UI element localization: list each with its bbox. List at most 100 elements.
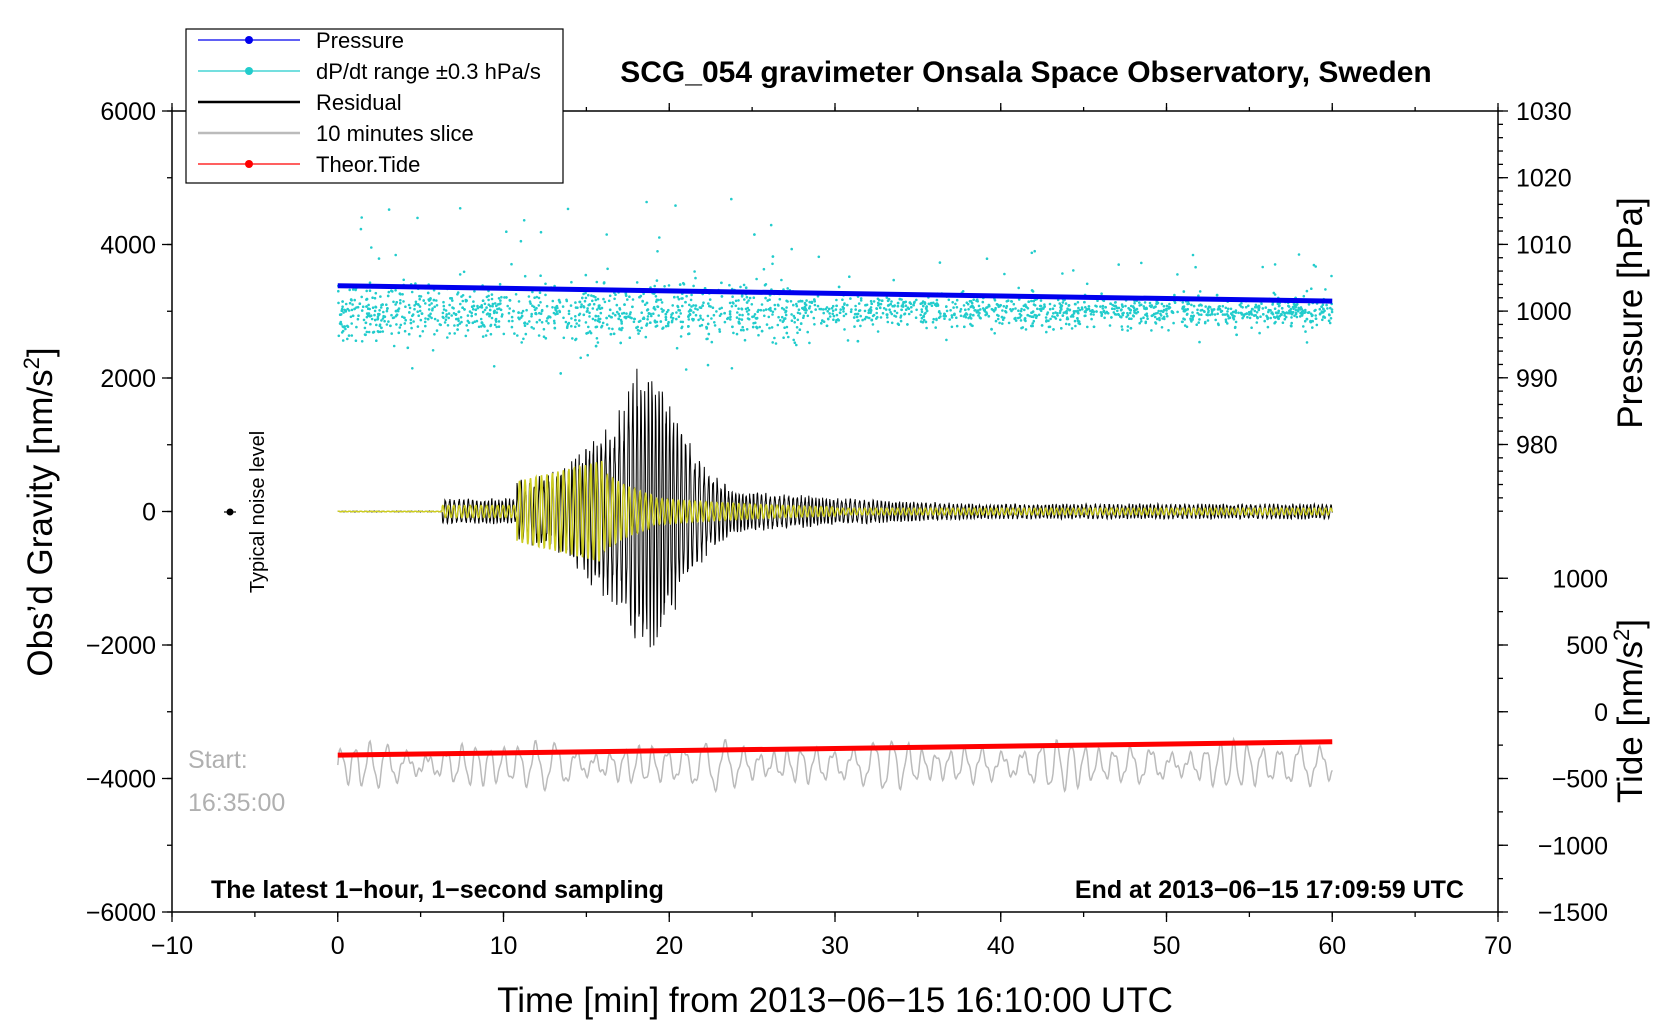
- dpdt-point: [375, 323, 378, 327]
- dpdt-point: [1248, 312, 1252, 315]
- dpdt-point: [369, 322, 372, 326]
- tide-tick-label: −1500: [1538, 899, 1608, 927]
- dpdt-point: [694, 307, 697, 310]
- dpdt-point: [1083, 310, 1087, 313]
- dpdt-point: [599, 311, 603, 315]
- dpdt-point: [584, 321, 588, 324]
- dpdt-point: [720, 295, 724, 298]
- dpdt-point: [521, 309, 525, 313]
- dpdt-point: [939, 312, 942, 315]
- dpdt-point: [551, 306, 554, 309]
- dpdt-point: [882, 307, 886, 310]
- dpdt-point: [803, 302, 807, 306]
- dpdt-point: [494, 317, 498, 321]
- dpdt-point: [597, 315, 600, 318]
- legend-box: [185, 28, 564, 184]
- dpdt-point: [896, 301, 900, 305]
- dpdt-point: [955, 298, 959, 302]
- dpdt-point: [359, 227, 363, 231]
- dpdt-point: [969, 322, 972, 326]
- dpdt-point: [1247, 304, 1250, 308]
- pressure-tick-label: 1000: [1516, 298, 1572, 326]
- dpdt-point: [730, 367, 734, 370]
- dpdt-point: [729, 318, 732, 321]
- dpdt-point: [1045, 330, 1048, 334]
- dpdt-point: [481, 335, 485, 338]
- dpdt-point: [1152, 312, 1156, 316]
- dpdt-point: [407, 303, 411, 307]
- dpdt-point: [1217, 323, 1220, 327]
- dpdt-point: [904, 304, 908, 308]
- dpdt-point: [1290, 324, 1293, 328]
- dpdt-point: [1290, 321, 1293, 325]
- dpdt-point: [1060, 327, 1063, 330]
- dpdt-point: [624, 294, 628, 297]
- dpdt-point: [774, 342, 778, 345]
- dpdt-point: [594, 298, 598, 302]
- dpdt-point: [1013, 317, 1016, 321]
- dpdt-point: [1302, 325, 1305, 328]
- dpdt-point: [346, 337, 349, 341]
- dpdt-point: [1119, 315, 1122, 318]
- dpdt-point: [739, 285, 742, 289]
- dpdt-point: [922, 314, 925, 318]
- dpdt-point: [574, 337, 578, 341]
- dpdt-point: [687, 310, 691, 313]
- dpdt-point: [1277, 311, 1280, 315]
- dpdt-point: [341, 339, 345, 342]
- dpdt-point: [950, 314, 954, 317]
- dpdt-point: [448, 332, 452, 335]
- dpdt-point: [777, 315, 780, 319]
- dpdt-point: [1198, 290, 1202, 293]
- dpdt-point: [351, 314, 355, 318]
- dpdt-point: [1269, 309, 1272, 312]
- dpdt-point: [528, 300, 532, 303]
- dpdt-point: [816, 304, 820, 308]
- dpdt-point: [658, 236, 661, 239]
- dpdt-point: [583, 299, 587, 303]
- dpdt-point: [476, 304, 479, 308]
- dpdt-point: [530, 312, 533, 316]
- dpdt-point: [934, 326, 937, 329]
- dpdt-point: [1218, 305, 1221, 308]
- dpdt-point: [842, 307, 845, 311]
- dpdt-point: [1203, 310, 1206, 314]
- dpdt-point: [456, 293, 459, 296]
- dpdt-point: [337, 334, 341, 338]
- dpdt-point: [491, 302, 495, 306]
- dpdt-point: [706, 314, 710, 318]
- dpdt-point: [969, 313, 972, 316]
- dpdt-point: [477, 325, 481, 329]
- y-tick-label: −6000: [86, 899, 156, 927]
- dpdt-point: [430, 302, 433, 305]
- dpdt-point: [403, 322, 407, 325]
- dpdt-point: [408, 306, 412, 310]
- dpdt-point: [822, 311, 825, 315]
- dpdt-point: [530, 315, 533, 318]
- dpdt-point: [1054, 317, 1058, 320]
- dpdt-point: [586, 353, 589, 357]
- dpdt-point: [878, 306, 882, 309]
- dpdt-point: [1030, 289, 1034, 292]
- y-tick-label: 6000: [100, 98, 156, 126]
- dpdt-point: [374, 306, 378, 309]
- dpdt-point: [1305, 317, 1309, 321]
- dpdt-point: [737, 299, 740, 302]
- dpdt-point: [728, 301, 732, 305]
- dpdt-point: [566, 322, 570, 326]
- dpdt-point: [380, 319, 383, 322]
- dpdt-point: [482, 324, 486, 327]
- dpdt-point: [875, 307, 879, 311]
- dpdt-point: [592, 295, 595, 298]
- dpdt-point: [680, 325, 684, 329]
- dpdt-point: [737, 307, 740, 311]
- dpdt-point: [869, 311, 872, 315]
- dpdt-point: [951, 301, 954, 304]
- dpdt-point: [681, 304, 684, 308]
- dpdt-point: [741, 313, 744, 317]
- dpdt-point: [544, 293, 547, 297]
- dpdt-point: [780, 315, 784, 319]
- dpdt-point: [340, 331, 344, 334]
- dpdt-point: [1226, 307, 1230, 311]
- dpdt-point: [1145, 314, 1149, 318]
